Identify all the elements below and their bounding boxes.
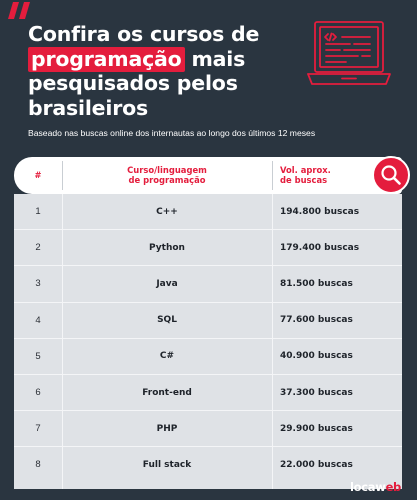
table-row: 1 C++ 194.800 buscas bbox=[14, 194, 402, 231]
logo-part-2: eb bbox=[385, 480, 402, 494]
row-course: Front-end bbox=[142, 387, 192, 398]
row-course: C++ bbox=[156, 206, 178, 217]
row-course: PHP bbox=[156, 423, 178, 434]
table-header: # Curso/linguagem de programação Vol. ap… bbox=[14, 156, 410, 194]
row-volume: 22.000 buscas bbox=[280, 459, 353, 470]
header-course-line-1: Curso/linguagem bbox=[127, 165, 207, 175]
row-volume: 40.900 buscas bbox=[280, 351, 353, 362]
row-volume: 81.500 buscas bbox=[280, 278, 353, 289]
search-icon bbox=[381, 165, 401, 185]
title-line-3: pesquisados pelos bbox=[28, 71, 238, 95]
column-divider bbox=[62, 194, 63, 489]
header-volume-line-1: Vol. aprox. bbox=[280, 165, 331, 175]
row-volume: 194.800 buscas bbox=[280, 206, 360, 217]
table-row: 3 Java 81.500 buscas bbox=[14, 266, 402, 303]
row-course: SQL bbox=[157, 315, 177, 326]
table-row: 6 Front-end 37.300 buscas bbox=[14, 375, 402, 412]
row-volume: 77.600 buscas bbox=[280, 315, 353, 326]
title-line-4: brasileiros bbox=[28, 95, 148, 120]
row-number: 8 bbox=[35, 459, 41, 471]
row-number: 2 bbox=[35, 242, 41, 254]
locaweb-logo: locaweb bbox=[350, 480, 401, 494]
table-row: 4 SQL 77.600 buscas bbox=[14, 303, 402, 339]
row-number: 7 bbox=[35, 423, 41, 435]
header-volume: Vol. aprox. de buscas bbox=[280, 165, 380, 185]
header-divider bbox=[272, 161, 273, 190]
row-number: 4 bbox=[35, 314, 41, 326]
title-line-2-rest: mais bbox=[184, 46, 246, 71]
row-course: C# bbox=[159, 351, 175, 362]
table-row: 2 Python 179.400 buscas bbox=[14, 230, 402, 267]
column-divider bbox=[272, 194, 273, 489]
page-title: Confira os cursos de programação mais pe… bbox=[28, 22, 278, 120]
table-row: 8 Full stack 22.000 buscas bbox=[14, 447, 402, 482]
header-volume-line-2: de buscas bbox=[280, 174, 328, 185]
header-course-line-2: de programação bbox=[128, 174, 206, 185]
row-number: 3 bbox=[35, 278, 41, 290]
subtitle: Baseado nas buscas online dos internauta… bbox=[28, 128, 316, 138]
header-number: # bbox=[34, 170, 42, 180]
row-number: 6 bbox=[35, 387, 41, 399]
row-course: Full stack bbox=[142, 459, 192, 470]
logo-part-1: locaw bbox=[350, 480, 386, 494]
title-highlight: programação bbox=[28, 46, 185, 72]
row-number: 1 bbox=[35, 206, 41, 218]
row-course: Java bbox=[156, 278, 178, 289]
row-volume: 29.900 buscas bbox=[280, 423, 353, 434]
table-body: 1 C++ 194.800 buscas 2 Python 179.400 bu… bbox=[14, 194, 402, 489]
row-course: Python bbox=[149, 242, 185, 253]
title-line-1: Confira os cursos de bbox=[28, 22, 260, 46]
row-number: 5 bbox=[35, 350, 41, 362]
row-volume: 179.400 buscas bbox=[280, 242, 360, 253]
row-volume: 37.300 buscas bbox=[280, 387, 353, 398]
quote-mark-icon bbox=[8, 2, 30, 19]
search-button[interactable] bbox=[372, 156, 410, 194]
header-course: Curso/linguagem de programação bbox=[62, 165, 272, 185]
header-divider bbox=[62, 161, 63, 190]
ranking-table: # Curso/linguagem de programação Vol. ap… bbox=[14, 156, 410, 489]
table-row: 7 PHP 29.900 buscas bbox=[14, 411, 402, 448]
table-row: 5 C# 40.900 buscas bbox=[14, 339, 402, 375]
laptop-code-icon bbox=[307, 21, 391, 85]
